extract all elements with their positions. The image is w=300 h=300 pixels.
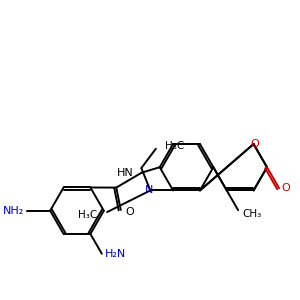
Text: NH₂: NH₂: [3, 206, 25, 216]
Text: O: O: [250, 139, 259, 149]
Text: H₃C: H₃C: [78, 210, 98, 220]
Text: H₃C: H₃C: [165, 141, 185, 151]
Text: O: O: [125, 207, 134, 217]
Text: N: N: [145, 185, 154, 196]
Text: O: O: [281, 183, 290, 193]
Text: H₂N: H₂N: [105, 249, 126, 259]
Text: CH₃: CH₃: [242, 209, 261, 219]
Text: HN: HN: [117, 168, 134, 178]
